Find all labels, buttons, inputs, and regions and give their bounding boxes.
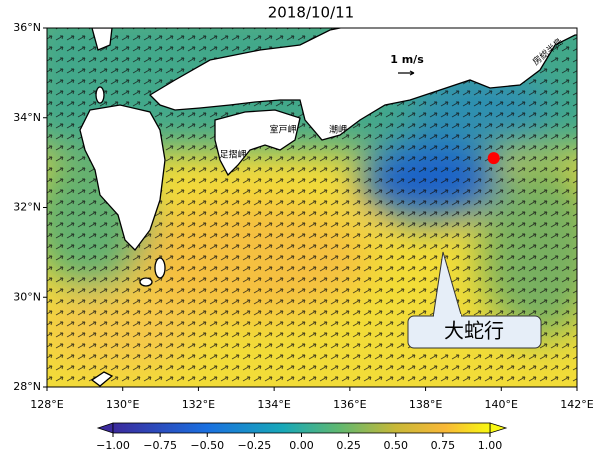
colorbar-tick-label: 0.00 bbox=[289, 439, 314, 452]
callout-text: 大蛇行 bbox=[444, 319, 504, 343]
place-label: 室戸岬 bbox=[269, 124, 296, 136]
colorbar-tick-label: 0.25 bbox=[336, 439, 361, 452]
x-tick-label: 136°E bbox=[333, 398, 366, 411]
colorbar bbox=[96, 422, 508, 434]
marker bbox=[487, 152, 500, 165]
sea-field bbox=[47, 28, 577, 387]
y-tick-label: 28°N bbox=[13, 380, 41, 393]
y-tick-label: 30°N bbox=[13, 290, 41, 303]
x-tick-label: 130°E bbox=[106, 398, 139, 411]
colorbar-tick-label: 0.75 bbox=[431, 439, 456, 452]
callout-join bbox=[434, 314, 461, 318]
colorbar-tick-label: −0.75 bbox=[143, 439, 177, 452]
place-label: 足摺岬 bbox=[219, 149, 246, 161]
place-label: 潮岬 bbox=[329, 124, 347, 136]
land bbox=[79, 28, 577, 387]
x-tick-label: 140°E bbox=[485, 398, 518, 411]
scale-arrow bbox=[398, 70, 415, 76]
y-tick-label: 36°N bbox=[13, 21, 41, 34]
colorbar-tick-label: −0.50 bbox=[190, 439, 224, 452]
y-tick-label: 32°N bbox=[13, 201, 41, 214]
x-tick-label: 138°E bbox=[409, 398, 442, 411]
colorbar-tick-label: 1.00 bbox=[478, 439, 503, 452]
y-tick-label: 34°N bbox=[13, 111, 41, 124]
callout-box bbox=[407, 315, 542, 349]
x-tick-label: 142°E bbox=[560, 398, 593, 411]
colorbar-tick-label: −1.00 bbox=[96, 439, 130, 452]
colorbar-tick-label: −0.25 bbox=[238, 439, 272, 452]
x-tick-label: 134°E bbox=[257, 398, 290, 411]
x-tick-label: 128°E bbox=[30, 398, 63, 411]
x-tick-label: 132°E bbox=[182, 398, 215, 411]
title: 2018/10/11 bbox=[268, 4, 354, 22]
colorbar-tick-label: 0.50 bbox=[384, 439, 409, 452]
scale-label: 1 m/s bbox=[390, 53, 424, 66]
